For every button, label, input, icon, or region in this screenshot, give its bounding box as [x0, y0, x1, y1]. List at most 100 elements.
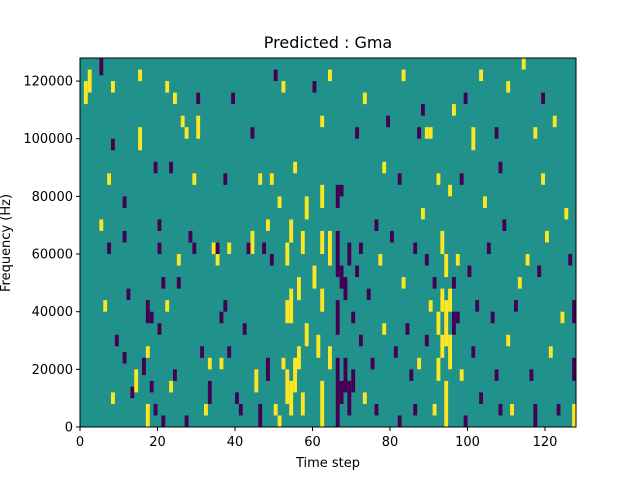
y-tick-label: 120000: [23, 75, 73, 90]
heatmap-cell: [235, 392, 239, 404]
heatmap-cell: [448, 184, 453, 197]
heatmap-cell: [335, 230, 340, 278]
heatmap-cell: [320, 184, 325, 208]
heatmap-cell: [176, 277, 181, 289]
heatmap-cell: [142, 357, 146, 376]
heatmap-cell: [103, 300, 108, 312]
heatmap-cell: [165, 300, 170, 312]
heatmap-cell: [304, 196, 309, 220]
heatmap-cell: [417, 357, 422, 370]
heatmap-cell: [374, 219, 379, 231]
heatmap-cell: [506, 334, 511, 347]
heatmap-cell: [180, 115, 185, 128]
heatmap-cell: [157, 242, 162, 255]
heatmap-cell: [541, 92, 546, 105]
x-tick-label: 0: [76, 435, 84, 450]
heatmap-cell: [533, 127, 538, 139]
heatmap-cell: [320, 380, 325, 428]
heatmap-cell: [436, 173, 441, 185]
heatmap-cell: [517, 277, 522, 289]
heatmap-cell: [207, 380, 212, 404]
heatmap-cell: [494, 127, 499, 139]
heatmap-cell: [231, 92, 236, 105]
heatmap-cell: [122, 196, 127, 208]
heatmap-cell: [498, 161, 503, 174]
heatmap-cell: [417, 127, 422, 139]
heatmap-cell: [502, 219, 507, 231]
heatmap-cell: [421, 104, 425, 116]
heatmap-cell: [529, 369, 534, 381]
heatmap-cell: [459, 369, 464, 381]
heatmap-cell: [335, 184, 340, 208]
heatmap-cell: [533, 403, 538, 427]
heatmap-cell: [455, 254, 460, 266]
y-axis-label: Frequency (Hz): [0, 194, 14, 292]
heatmap-cell: [258, 403, 263, 427]
heatmap-cell: [393, 346, 398, 358]
heatmap-cell: [537, 265, 542, 278]
heatmap-cell: [440, 288, 445, 312]
heatmap-cell: [514, 300, 518, 312]
heatmap-cell: [471, 127, 476, 151]
heatmap-cell: [277, 196, 282, 208]
heatmap-cell: [262, 242, 267, 255]
heatmap-cell: [134, 369, 139, 393]
heatmap-cell: [161, 415, 166, 427]
heatmap-cell: [111, 81, 115, 93]
y-tick-label: 80000: [32, 190, 73, 205]
chart-title: Predicted : Gma: [264, 33, 392, 52]
heatmap-cell: [335, 357, 340, 427]
heatmap-cell: [99, 58, 104, 76]
heatmap-cell: [572, 403, 577, 427]
heatmap-cell: [145, 346, 150, 358]
heatmap-cell: [196, 92, 201, 105]
heatmap-cell: [196, 115, 201, 139]
heatmap-cell: [99, 219, 104, 231]
heatmap-cell: [285, 242, 290, 266]
heatmap-cell: [173, 92, 177, 105]
heatmap-cell: [215, 242, 220, 255]
heatmap-cell: [560, 311, 565, 324]
heatmap-cell: [223, 173, 228, 185]
heatmap-cell: [304, 323, 309, 347]
heatmap-cell: [382, 161, 387, 174]
x-tick-label: 120: [533, 435, 558, 450]
heatmap-cell: [343, 277, 348, 301]
heatmap-cell: [242, 323, 247, 335]
y-axis-ticks: 0 20000 40000 60000 80000 100000 120000: [23, 75, 80, 436]
heatmap-cell: [145, 403, 150, 427]
heatmap-cell: [192, 242, 197, 255]
heatmap-cell: [250, 127, 255, 139]
heatmap-cell: [246, 242, 251, 255]
heatmap-cell: [343, 357, 348, 393]
heatmap-cell: [448, 288, 453, 312]
heatmap-cell: [219, 357, 224, 370]
heatmap-cell: [374, 403, 379, 416]
heatmap-cell: [351, 311, 356, 324]
heatmap-cell: [545, 230, 549, 243]
heatmap-cell: [153, 161, 158, 174]
heatmap-cell: [165, 81, 170, 93]
heatmap-cell: [506, 81, 511, 93]
heatmap-cell: [378, 254, 383, 266]
heatmap-cell: [486, 242, 491, 255]
heatmap-cell: [207, 357, 212, 370]
heatmap-cell: [444, 380, 449, 428]
heatmap-cell: [494, 369, 499, 381]
heatmap-cell: [510, 403, 515, 416]
heatmap-cell: [405, 323, 410, 335]
heatmap-cell: [297, 346, 301, 370]
heatmap-cell: [285, 369, 290, 404]
heatmap-cell: [227, 346, 232, 358]
heatmap-cell: [521, 58, 526, 70]
heatmap-cell: [219, 311, 224, 324]
heatmap-cell: [475, 300, 480, 312]
heatmap-cell: [401, 277, 406, 289]
heatmap-cell: [204, 403, 208, 416]
heatmap-cell: [211, 242, 216, 255]
heatmap-cell: [238, 403, 243, 416]
heatmap-cell: [413, 403, 418, 416]
heatmap-cell: [138, 69, 143, 82]
heatmap-cell: [312, 265, 317, 289]
heatmap-cell: [111, 392, 115, 404]
